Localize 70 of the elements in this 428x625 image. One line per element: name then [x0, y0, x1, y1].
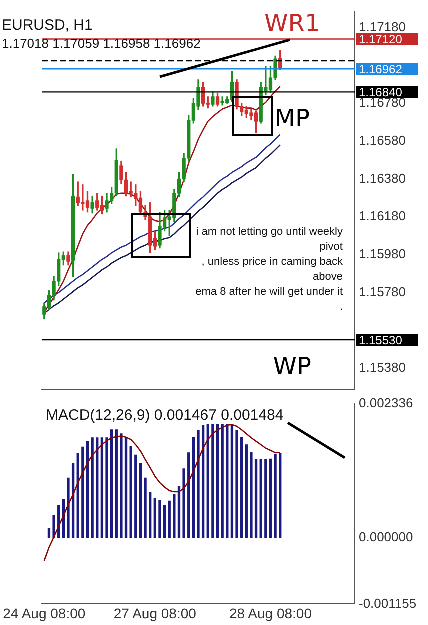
y-tick-label: 1.16580 [359, 132, 406, 148]
bar [245, 444, 248, 538]
y-tick-label: 1.15780 [359, 284, 406, 300]
bar [221, 424, 224, 538]
bar [52, 515, 56, 538]
bar [264, 459, 268, 538]
x-tick-label: 27 Aug 08:00 [114, 605, 197, 622]
bar [212, 424, 214, 538]
annotation: MP [274, 104, 310, 132]
y-tick-label: 1.16180 [359, 208, 406, 224]
y-tick-label: 0.000000 [359, 529, 414, 544]
bar [124, 438, 128, 538]
bar [197, 430, 200, 538]
bar [67, 478, 70, 538]
bar [48, 528, 51, 538]
y-tick-label: 0.002336 [359, 395, 414, 410]
bar [134, 454, 138, 538]
bar [168, 500, 171, 538]
bar [149, 492, 152, 538]
bar [226, 424, 229, 538]
bar [96, 438, 99, 538]
bar [110, 430, 114, 538]
y-tick-label: 1.15980 [359, 246, 406, 262]
ref-line-label: 1.15530 [359, 333, 403, 348]
bar [178, 486, 181, 538]
bar [72, 464, 75, 538]
bar [76, 453, 80, 538]
bar [163, 505, 166, 538]
annotation: WP [273, 352, 312, 380]
bar [173, 494, 176, 538]
x-tick-label: 28 Aug 08:00 [229, 605, 312, 622]
bar [240, 437, 244, 538]
y-tick-label: 1.15380 [359, 360, 406, 376]
bar [269, 458, 272, 538]
bar [216, 424, 220, 538]
bar [230, 424, 234, 538]
text: 1.17018 1.17059 1.16958 1.16962 [2, 36, 201, 51]
bar [154, 498, 156, 538]
bar [120, 434, 123, 538]
y-tick-label: 1.17180 [359, 19, 406, 34]
bar [86, 441, 90, 538]
ref-line-label: 1.17120 [359, 32, 403, 47]
bar [91, 438, 94, 538]
bar [100, 438, 104, 538]
bar [274, 454, 277, 538]
bar [139, 464, 142, 538]
bar [158, 500, 162, 538]
bar [206, 424, 210, 538]
bar [144, 478, 147, 538]
bar [254, 459, 258, 538]
bar [279, 453, 282, 538]
annotation: WR1 [264, 9, 320, 38]
bar [236, 430, 238, 538]
y-tick-label: -0.001155 [359, 596, 417, 611]
bar [106, 438, 108, 538]
bar [115, 430, 118, 538]
bar [82, 446, 84, 538]
chart-title: MACD(12,26,9) 0.001467 0.001484 [46, 406, 284, 424]
bar [250, 452, 253, 538]
annotation: i am not letting go until weekly pivot , unless price in caming back above ema 8 after he will get under it . [196, 226, 344, 314]
chart-title: EURUSD, H1 [2, 16, 93, 34]
bar [202, 425, 205, 538]
x-tick-label: 24 Aug 08:00 [3, 605, 86, 622]
y-tick-label: 1.16380 [359, 170, 406, 186]
bar [188, 452, 190, 538]
bar [182, 468, 186, 538]
ref-line-label: 1.16962 [359, 62, 403, 76]
bar [260, 459, 262, 538]
bar [130, 446, 132, 538]
bar [192, 437, 196, 538]
